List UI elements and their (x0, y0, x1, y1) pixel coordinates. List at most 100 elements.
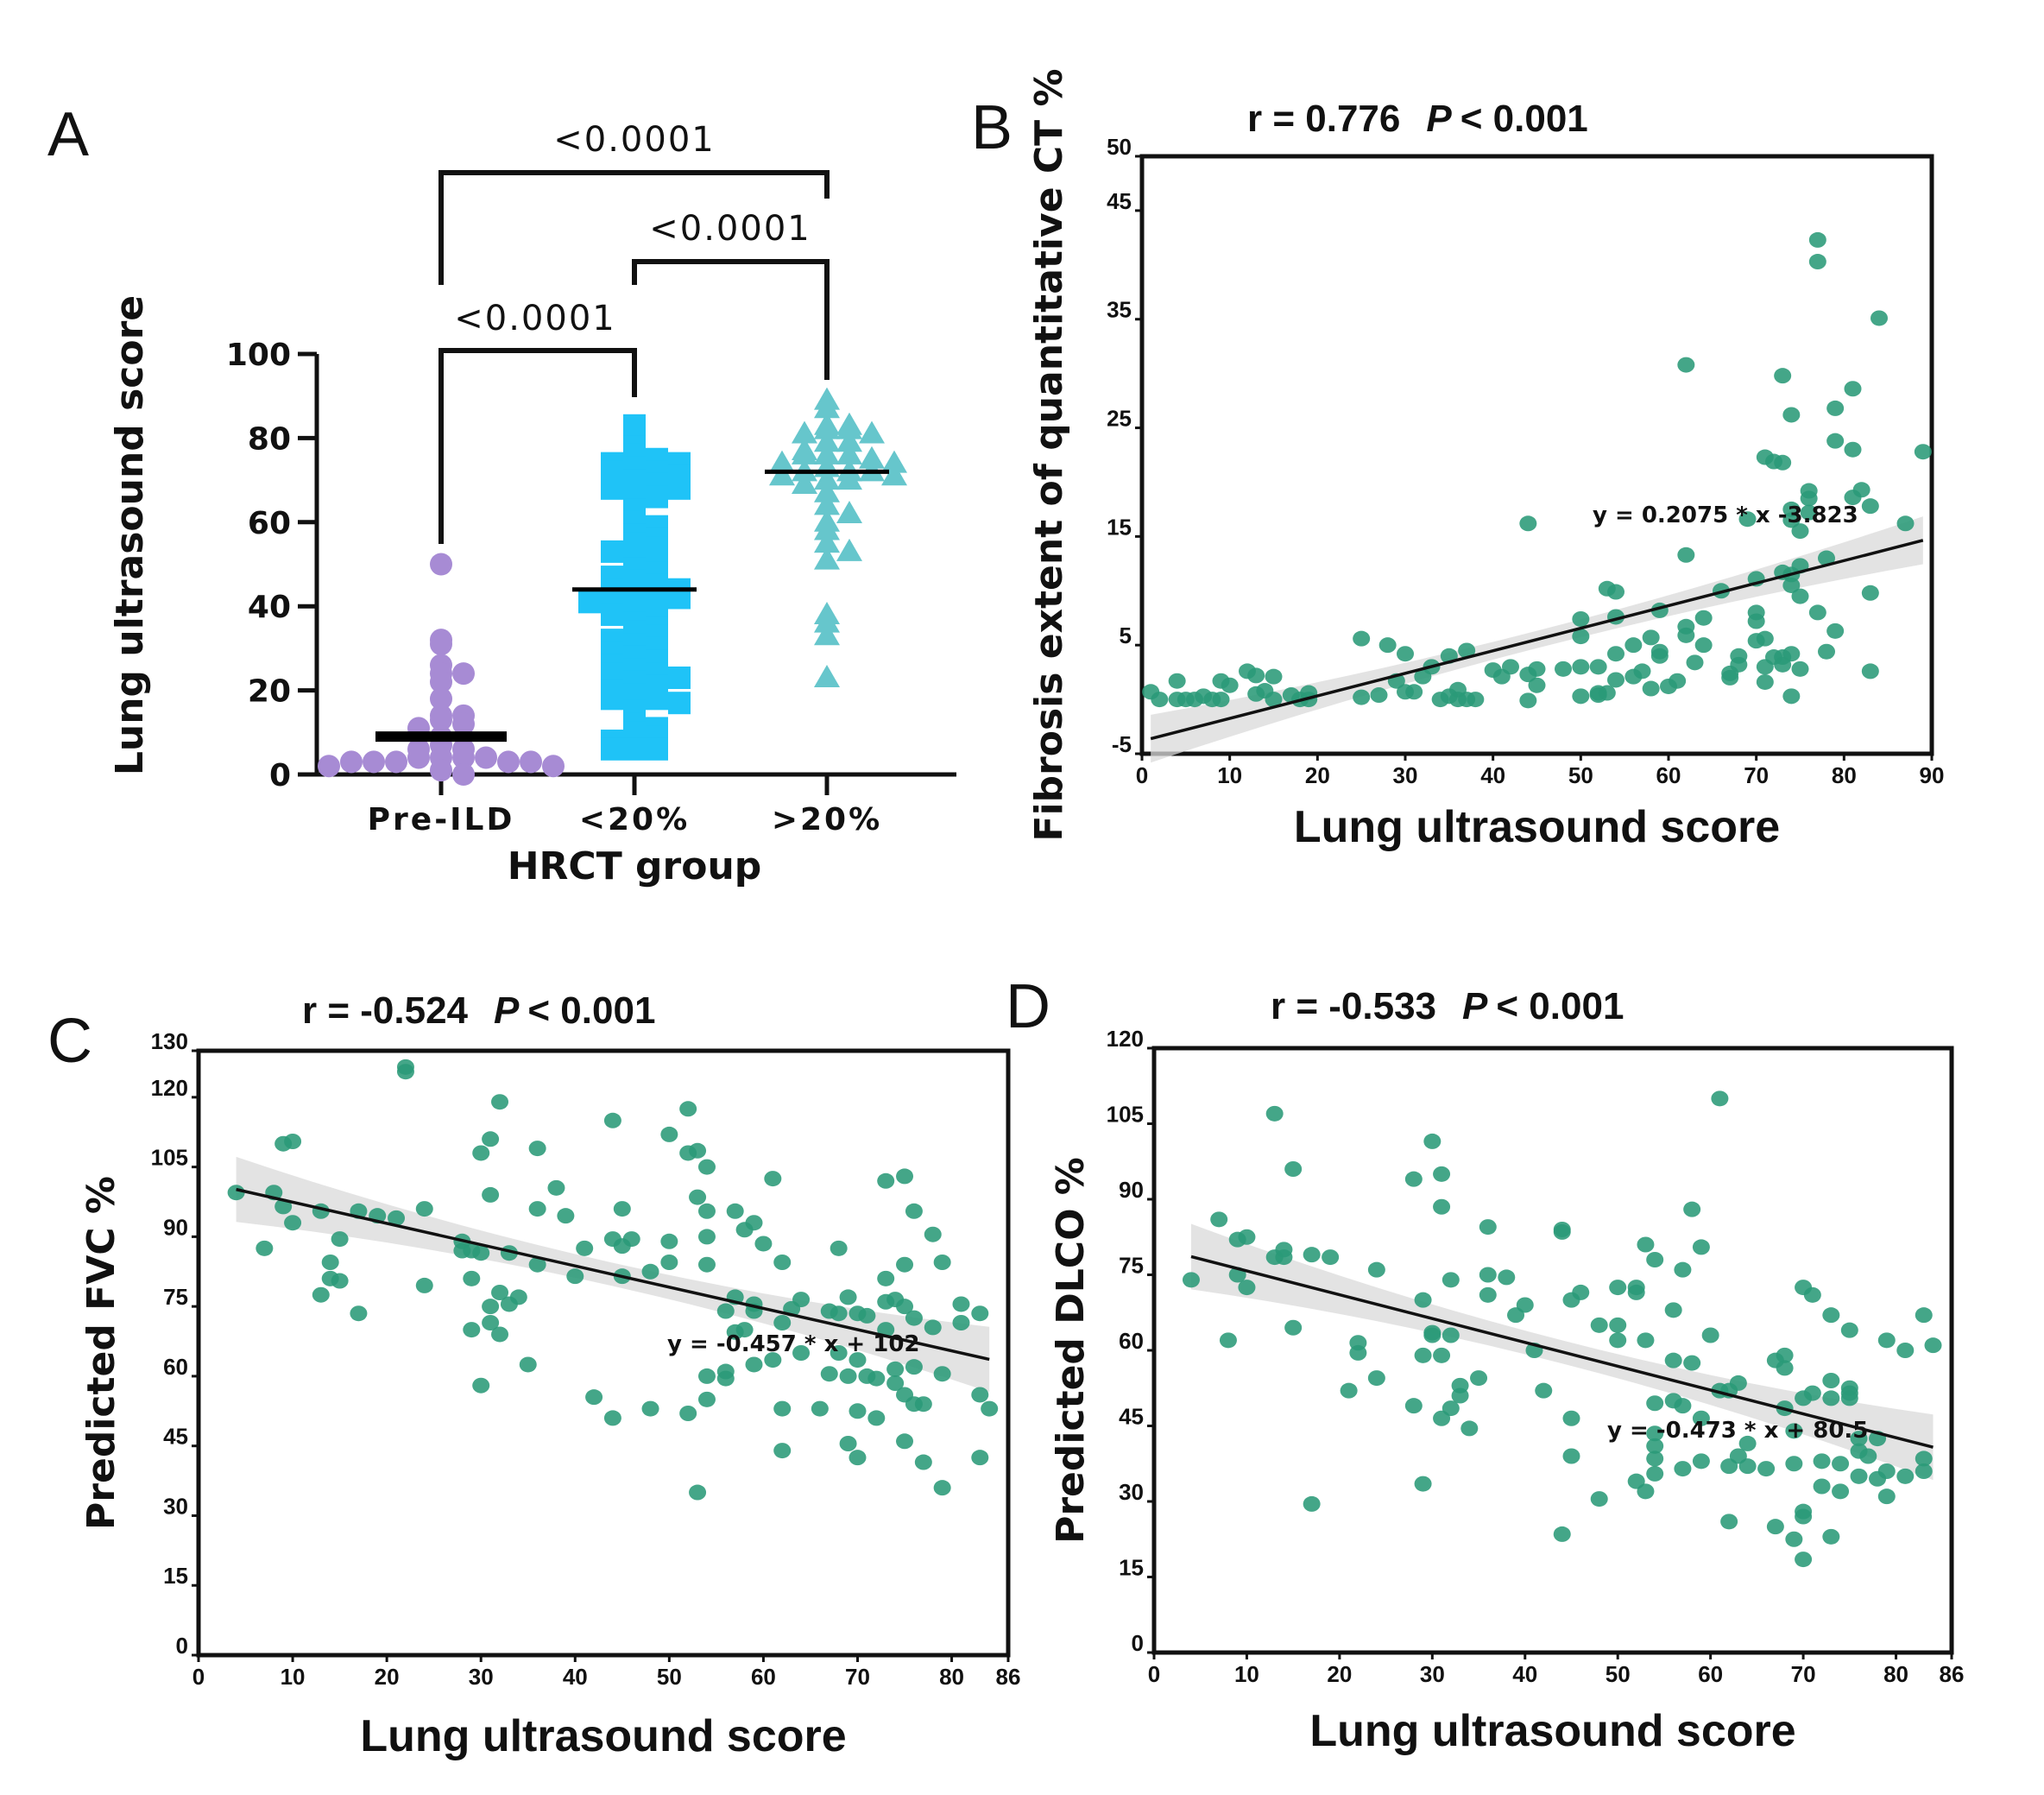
data-point (660, 1255, 678, 1270)
point-triangle (836, 416, 862, 439)
data-point (1367, 1261, 1385, 1278)
data-point (1730, 656, 1748, 673)
data-point (1785, 1531, 1803, 1547)
point-triangle (814, 492, 840, 515)
data-point (1738, 1435, 1757, 1451)
point-triangle (836, 429, 862, 452)
r-value: r = -0.533 (1271, 985, 1436, 1027)
point-circle (452, 712, 475, 736)
x-tick-label: 10 (281, 1664, 306, 1690)
data-point (1756, 673, 1774, 690)
x-tick-label: 20 (1305, 762, 1330, 788)
data-point (1423, 1133, 1442, 1149)
point-circle (430, 670, 452, 693)
point-triangle (814, 441, 840, 465)
data-point (697, 1229, 716, 1245)
plot-frame (196, 1048, 1011, 1658)
data-point (1349, 1344, 1367, 1361)
data-point (1852, 482, 1871, 498)
point-circle (340, 750, 363, 774)
data-point (924, 1226, 942, 1242)
data-point (1721, 669, 1739, 686)
data-point (679, 1101, 697, 1117)
x-axis-title: Lung ultrasound score (1309, 1706, 1795, 1756)
data-point (1212, 692, 1230, 708)
point-triangle (859, 420, 885, 444)
data-point (1813, 1453, 1831, 1469)
data-point (528, 1201, 546, 1217)
y-tick-label: 130 (151, 1028, 188, 1054)
p-value-label: <0.0001 (454, 299, 615, 338)
data-point (830, 1240, 848, 1256)
p-value-label: <0.0001 (649, 209, 811, 249)
point-triangle (769, 463, 795, 486)
data-point (585, 1389, 603, 1406)
x-tick-label: 70 (1791, 1661, 1816, 1687)
data-point (924, 1319, 942, 1336)
data-point (1782, 501, 1801, 517)
data-point (528, 1256, 546, 1273)
data-point (849, 1450, 867, 1466)
axes-a: 0 20 40 60 80 100 Pre-ILD <20% >20% (226, 338, 956, 837)
data-point (1433, 1166, 1451, 1182)
point-square (601, 603, 623, 626)
data-point (726, 1203, 744, 1219)
data-point (1747, 613, 1765, 629)
data-point (1284, 1161, 1303, 1177)
data-point (603, 1410, 621, 1426)
x-tick-label: 60 (1698, 1661, 1723, 1687)
p-value-label: <0.0001 (553, 120, 715, 160)
data-point (1353, 630, 1371, 647)
data-point (773, 1400, 792, 1417)
y-axis-title: Predicted DLCO % (1049, 1157, 1093, 1544)
data-point (1800, 490, 1818, 507)
point-square (623, 737, 646, 761)
data-point (1861, 585, 1879, 601)
data-points-a (318, 387, 907, 786)
data-point (886, 1361, 905, 1377)
point-circle (430, 633, 452, 656)
data-point (1729, 1375, 1747, 1391)
data-point (1782, 577, 1801, 593)
x-tick-label: 80 (939, 1664, 964, 1690)
data-point (472, 1245, 490, 1261)
data-point (1826, 623, 1845, 639)
data-point (952, 1315, 970, 1330)
data-point (1782, 688, 1801, 705)
y-tick-label: 60 (248, 506, 291, 541)
data-point (1572, 1284, 1590, 1300)
data-point (1813, 1478, 1831, 1495)
data-point (1637, 1236, 1655, 1253)
data-point (1674, 1398, 1692, 1414)
data-point (622, 1231, 640, 1248)
panel-letter-d: D (1006, 972, 1050, 1041)
x-tick-label: 50 (657, 1664, 682, 1690)
point-square (601, 737, 623, 761)
point-square (668, 692, 691, 715)
data-point (1782, 646, 1801, 662)
data-point (1674, 1461, 1692, 1477)
data-point (1826, 433, 1845, 449)
data-points (1142, 231, 1932, 709)
data-point (689, 1189, 707, 1205)
data-point (463, 1270, 481, 1286)
x-axis-title: Lung ultrasound score (1294, 802, 1780, 852)
data-point (867, 1370, 886, 1387)
p-value: < 0.001 (527, 989, 655, 1032)
data-point (566, 1268, 584, 1285)
y-tick-label: 20 (248, 674, 291, 710)
data-point (905, 1203, 923, 1219)
y-tick-label: 30 (163, 1493, 188, 1519)
data-point (1914, 444, 1932, 460)
correlation-stat: r = 0.776 P < 0.001 (1247, 98, 1588, 140)
data-point (1609, 1317, 1627, 1333)
data-point (896, 1168, 914, 1185)
data-point (1757, 1461, 1776, 1477)
x-tick-label: 10 (1217, 762, 1242, 788)
data-point (773, 1255, 792, 1270)
point-triangle (881, 450, 907, 473)
data-point (1414, 1292, 1432, 1308)
data-point (1451, 1387, 1469, 1404)
data-point (1535, 1382, 1553, 1399)
y-axis-title: Fibrosis extent of quantitative CT % (1027, 68, 1071, 841)
